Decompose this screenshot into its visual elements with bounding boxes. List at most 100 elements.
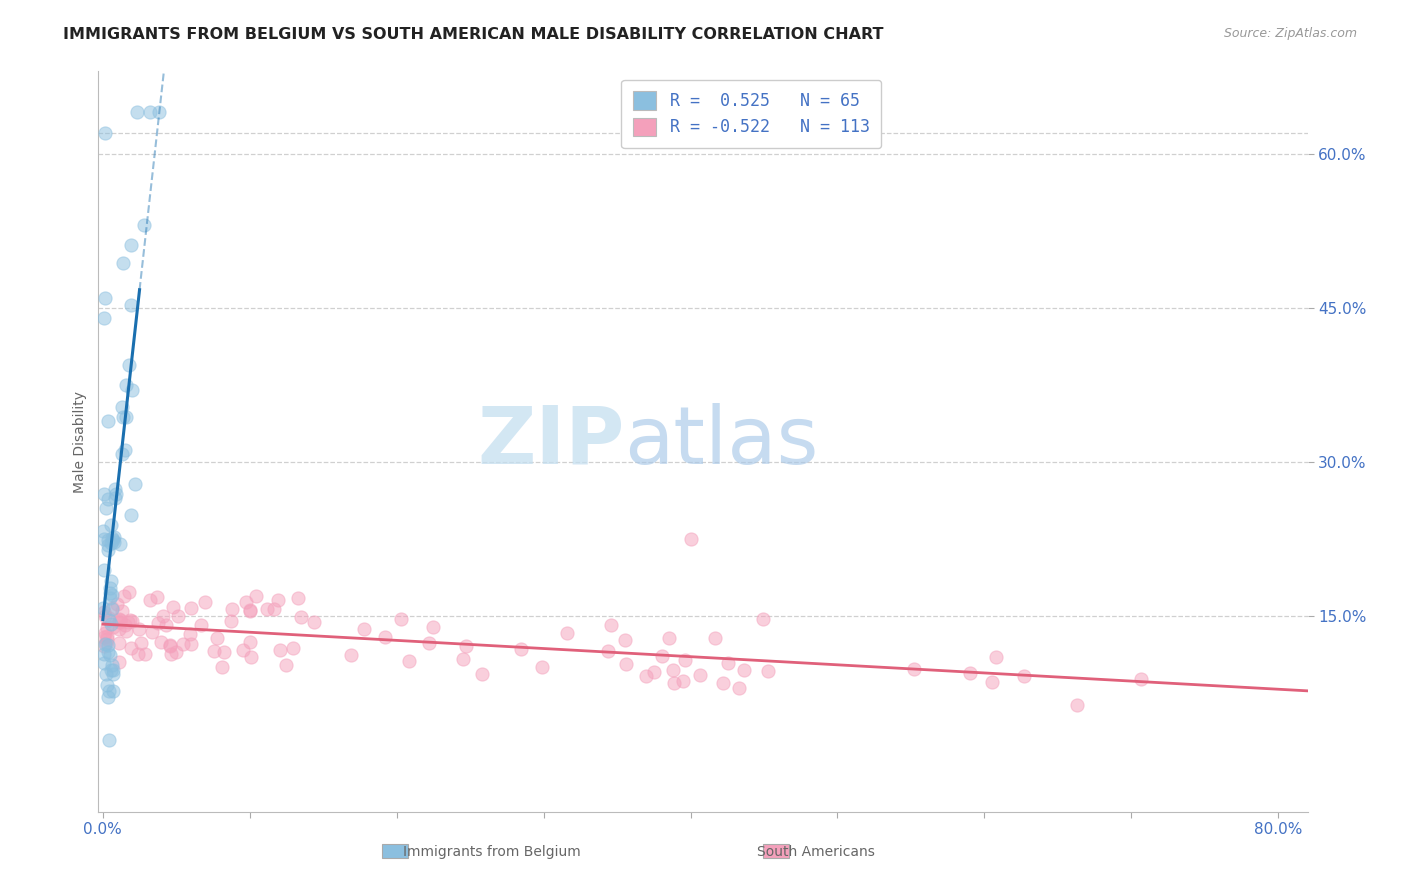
Point	[509, 641, 531, 656]
Point	[105, 597, 128, 611]
Point	[290, 610, 312, 624]
Point	[263, 602, 285, 616]
Point	[97, 611, 120, 625]
Point	[1129, 672, 1152, 686]
Point	[97, 645, 120, 659]
Point	[100, 617, 122, 632]
Point	[451, 651, 474, 665]
Point	[165, 645, 187, 659]
Point	[1066, 698, 1088, 712]
Point	[97, 543, 120, 558]
Point	[959, 666, 981, 681]
Point	[121, 615, 143, 629]
Point	[239, 604, 262, 618]
Point	[94, 501, 117, 516]
Point	[180, 637, 202, 651]
Point	[679, 533, 702, 547]
Point	[93, 647, 115, 661]
Point	[703, 631, 725, 645]
Point	[108, 622, 131, 636]
Point	[107, 636, 129, 650]
Point	[98, 581, 121, 595]
Point	[108, 615, 131, 630]
Point	[221, 602, 243, 616]
Point	[643, 665, 665, 679]
Point	[141, 625, 163, 640]
Point	[111, 401, 134, 415]
Point	[96, 628, 118, 642]
Point	[160, 647, 183, 661]
Point	[101, 588, 124, 602]
Point	[128, 622, 150, 636]
Point	[97, 638, 120, 652]
Point	[100, 536, 122, 550]
Point	[1014, 669, 1036, 683]
Point	[167, 609, 190, 624]
Point	[94, 609, 117, 624]
Point	[173, 637, 195, 651]
Point	[717, 657, 740, 671]
Point	[662, 663, 685, 677]
Point	[98, 591, 121, 606]
Point	[93, 126, 115, 140]
Point	[202, 644, 225, 658]
Point	[129, 636, 152, 650]
Point	[100, 574, 122, 589]
Y-axis label: Male Disability: Male Disability	[73, 391, 87, 492]
Point	[93, 601, 115, 615]
Point	[148, 105, 170, 120]
Point	[111, 409, 134, 424]
Point	[232, 643, 254, 657]
Point	[121, 383, 143, 397]
Point	[118, 358, 141, 372]
Point	[107, 655, 129, 669]
Point	[111, 604, 134, 618]
Point	[103, 535, 125, 549]
Point	[94, 666, 117, 681]
Point	[150, 634, 173, 648]
Point	[531, 660, 554, 674]
Point	[120, 238, 142, 252]
Point	[599, 617, 621, 632]
Point	[711, 675, 734, 690]
Point	[93, 639, 115, 653]
Point	[117, 615, 139, 629]
Point	[115, 624, 138, 639]
Point	[97, 491, 120, 506]
Point	[134, 648, 156, 662]
Text: IMMIGRANTS FROM BELGIUM VS SOUTH AMERICAN MALE DISABILITY CORRELATION CHART: IMMIGRANTS FROM BELGIUM VS SOUTH AMERICA…	[63, 27, 884, 42]
Point	[114, 618, 136, 632]
Point	[984, 650, 1007, 665]
Point	[672, 674, 695, 689]
Point	[111, 256, 134, 270]
Point	[651, 649, 673, 664]
Point	[152, 608, 174, 623]
Point	[108, 615, 131, 629]
Point	[159, 639, 181, 653]
Point	[219, 615, 242, 629]
Point	[91, 524, 114, 538]
Point	[97, 690, 120, 705]
Point	[101, 683, 124, 698]
Point	[471, 667, 494, 681]
Point	[96, 636, 118, 650]
Point	[689, 667, 711, 681]
Point	[93, 637, 115, 651]
Point	[596, 644, 619, 658]
Point	[456, 639, 478, 653]
Point	[756, 664, 779, 678]
Point	[980, 675, 1002, 690]
Point	[112, 589, 135, 603]
Point	[108, 536, 131, 550]
Point	[103, 533, 125, 548]
Point	[100, 600, 122, 615]
Text: ZIP: ZIP	[477, 402, 624, 481]
Point	[120, 613, 142, 627]
Point	[98, 586, 121, 600]
Point	[374, 630, 396, 644]
Point	[159, 639, 181, 653]
Point	[120, 298, 142, 312]
Point	[614, 657, 637, 671]
Point	[211, 660, 233, 674]
Point	[194, 595, 217, 609]
